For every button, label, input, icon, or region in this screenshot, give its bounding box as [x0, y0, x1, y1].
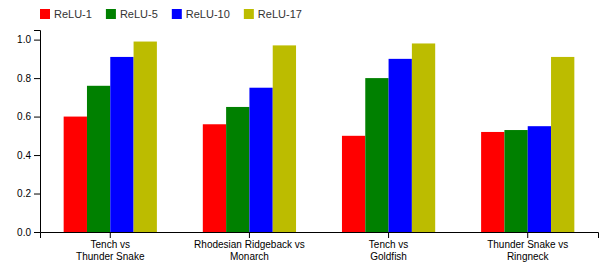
- legend: ReLU-1 ReLU-5 ReLU-10 ReLU-17: [40, 8, 302, 20]
- y-tick-label: 0.2: [17, 188, 31, 199]
- y-tick: 0.8: [17, 73, 40, 84]
- legend-item: ReLU-17: [244, 8, 302, 20]
- legend-swatch: [244, 9, 254, 19]
- legend-swatch: [172, 9, 182, 19]
- legend-label: ReLU-5: [120, 8, 158, 20]
- x-axis-line: [41, 233, 599, 239]
- x-tick: Tench vsGoldfish: [369, 232, 408, 262]
- plot: 0.00.20.40.60.81.0Tench vsThunder SnakeR…: [17, 31, 598, 262]
- x-axis: Tench vsThunder SnakeRhodesian Ridgeback…: [41, 232, 599, 262]
- x-tick-label-line: Thunder Snake: [76, 251, 145, 262]
- x-tick-mark: [249, 232, 250, 238]
- x-tick: Thunder Snake vsRingneck: [487, 232, 568, 262]
- x-tick-mark: [388, 232, 389, 238]
- x-tick-label-line: Ringneck: [507, 251, 550, 262]
- bar: [273, 45, 296, 232]
- legend-item: ReLU-10: [172, 8, 230, 20]
- legend-label: ReLU-1: [54, 8, 92, 20]
- x-tick-mark: [110, 232, 111, 238]
- y-tick-label: 0.0: [17, 227, 31, 238]
- x-tick-label: Tench vsGoldfish: [369, 239, 408, 262]
- bar: [412, 43, 435, 232]
- y-axis: 0.0 0.2 0.4 0.6 0.8 1.0: [17, 31, 40, 238]
- bar-series: [110, 57, 551, 232]
- legend-item: ReLU-1: [40, 8, 92, 20]
- y-tick-mark: [34, 117, 40, 118]
- bars: [64, 42, 575, 232]
- x-tick: Tench vsThunder Snake: [76, 232, 145, 262]
- legend-swatch: [106, 9, 116, 19]
- bar: [64, 117, 87, 232]
- y-tick-mark: [34, 194, 40, 195]
- x-tick-label-line: Monarch: [230, 251, 269, 262]
- y-tick-mark: [34, 155, 40, 156]
- bar: [226, 107, 249, 232]
- y-tick-mark: [34, 78, 40, 79]
- bar-series: [134, 42, 575, 232]
- y-tick-label: 0.4: [17, 150, 31, 161]
- x-tick-label: Thunder Snake vsRingneck: [487, 239, 568, 262]
- y-axis-line: [34, 31, 41, 233]
- chart: 0.00.20.40.60.81.0Tench vsThunder SnakeR…: [0, 0, 610, 270]
- x-tick-label-line: Goldfish: [370, 251, 407, 262]
- bar: [342, 136, 365, 232]
- bar: [389, 59, 412, 232]
- bar: [551, 57, 574, 232]
- y-tick: 0.4: [17, 150, 40, 161]
- y-tick-mark: [34, 40, 40, 41]
- x-tick-mark: [527, 232, 528, 238]
- x-tick: Rhodesian Ridgeback vsMonarch: [194, 232, 305, 262]
- y-tick: 0.2: [17, 188, 40, 199]
- bar: [249, 88, 272, 232]
- bar: [134, 42, 157, 232]
- bar: [203, 124, 226, 232]
- y-tick: 0.6: [17, 111, 40, 122]
- y-tick-label: 0.6: [17, 111, 31, 122]
- x-tick-label-line: Tench vs: [369, 239, 408, 250]
- y-tick: 1.0: [17, 34, 40, 45]
- bar: [87, 86, 110, 232]
- x-tick-label-line: Thunder Snake vs: [487, 239, 568, 250]
- legend-swatch: [40, 9, 50, 19]
- x-tick-label: Rhodesian Ridgeback vsMonarch: [194, 239, 305, 262]
- legend-item: ReLU-5: [106, 8, 158, 20]
- y-tick: 0.0: [17, 227, 40, 238]
- bar: [481, 132, 504, 232]
- bar: [504, 130, 527, 232]
- legend-label: ReLU-17: [258, 8, 302, 20]
- bar: [528, 126, 551, 232]
- x-tick-label-line: Rhodesian Ridgeback vs: [194, 239, 305, 250]
- x-tick-label: Tench vsThunder Snake: [76, 239, 145, 262]
- x-tick-label-line: Tench vs: [91, 239, 130, 250]
- y-tick-label: 1.0: [17, 34, 31, 45]
- bar: [365, 78, 388, 232]
- y-tick-mark: [34, 232, 40, 233]
- legend-label: ReLU-10: [186, 8, 230, 20]
- y-tick-label: 0.8: [17, 73, 31, 84]
- bar: [110, 57, 133, 232]
